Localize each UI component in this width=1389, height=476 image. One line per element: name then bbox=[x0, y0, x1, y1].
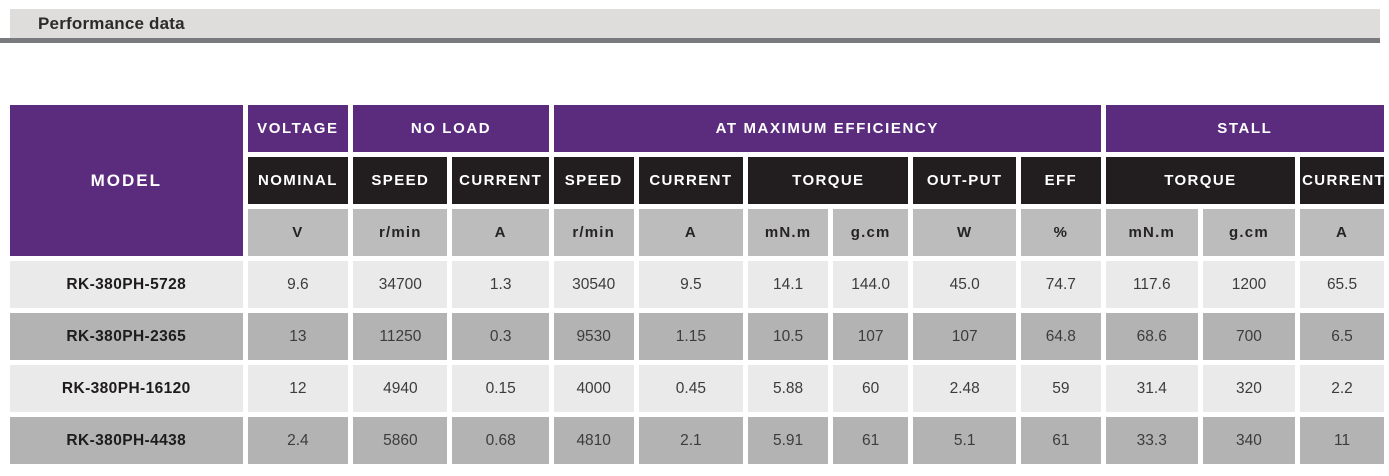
unit-mnm-maxeff: mN.m bbox=[748, 209, 828, 256]
subheader-maxeff-current: CURRENT bbox=[638, 157, 744, 204]
subheader-noload-current: CURRENT bbox=[452, 157, 549, 204]
table-row: RK-380PH-16120 12 4940 0.15 4000 0.45 5.… bbox=[10, 365, 1384, 412]
page-title: Performance data bbox=[38, 13, 185, 33]
data-cell: 2.2 bbox=[1300, 365, 1384, 412]
unit-gcm-stall: g.cm bbox=[1202, 209, 1296, 256]
data-cell: 5.1 bbox=[913, 417, 1017, 464]
data-cell: 60 bbox=[832, 365, 909, 412]
data-cell: 31.4 bbox=[1105, 365, 1198, 412]
data-cell: 5.91 bbox=[748, 417, 828, 464]
table-row: RK-380PH-5728 9.6 34700 1.3 30540 9.5 14… bbox=[10, 261, 1384, 308]
subheader-eff: EFF bbox=[1021, 157, 1101, 204]
unit-a-noload: A bbox=[452, 209, 549, 256]
data-cell: 5860 bbox=[353, 417, 448, 464]
data-cell: 30540 bbox=[553, 261, 634, 308]
title-underline bbox=[0, 38, 1380, 43]
data-cell: 2.48 bbox=[913, 365, 1017, 412]
data-cell: 1.3 bbox=[452, 261, 549, 308]
data-cell: 0.3 bbox=[452, 313, 549, 360]
subheader-nominal: NOMINAL bbox=[247, 157, 349, 204]
data-cell: 9530 bbox=[553, 313, 634, 360]
data-cell: 14.1 bbox=[748, 261, 828, 308]
data-cell: 61 bbox=[832, 417, 909, 464]
data-cell: 45.0 bbox=[913, 261, 1017, 308]
section-title-bar: Performance data bbox=[10, 9, 1380, 38]
section-header: Performance data bbox=[0, 0, 1389, 43]
data-cell: 33.3 bbox=[1105, 417, 1198, 464]
data-cell: 10.5 bbox=[748, 313, 828, 360]
data-cell: 74.7 bbox=[1021, 261, 1101, 308]
data-cell: 2.1 bbox=[638, 417, 744, 464]
data-cell: 1200 bbox=[1202, 261, 1296, 308]
subheader-stall-current: CURRENT bbox=[1300, 157, 1384, 204]
unit-mnm-stall: mN.m bbox=[1105, 209, 1198, 256]
unit-gcm-maxeff: g.cm bbox=[832, 209, 909, 256]
data-cell: 11250 bbox=[353, 313, 448, 360]
subheader-maxeff-speed: SPEED bbox=[553, 157, 634, 204]
data-cell: 340 bbox=[1202, 417, 1296, 464]
column-group-no-load: NO LOAD bbox=[353, 105, 549, 152]
data-cell: 107 bbox=[832, 313, 909, 360]
header-unit-row: V r/min A r/min A mN.m g.cm W % mN.m g.c… bbox=[10, 209, 1384, 256]
data-cell: 700 bbox=[1202, 313, 1296, 360]
subheader-maxeff-torque: TORQUE bbox=[748, 157, 909, 204]
data-cell: 61 bbox=[1021, 417, 1101, 464]
unit-percent: % bbox=[1021, 209, 1101, 256]
data-cell: 9.5 bbox=[638, 261, 744, 308]
data-cell: 107 bbox=[913, 313, 1017, 360]
data-cell: 144.0 bbox=[832, 261, 909, 308]
column-group-stall: STALL bbox=[1105, 105, 1384, 152]
data-cell: 12 bbox=[247, 365, 349, 412]
header-sub-row: NOMINAL SPEED CURRENT SPEED CURRENT TORQ… bbox=[10, 157, 1384, 204]
data-cell: 59 bbox=[1021, 365, 1101, 412]
data-cell: 1.15 bbox=[638, 313, 744, 360]
data-cell: 13 bbox=[247, 313, 349, 360]
table-row: RK-380PH-2365 13 11250 0.3 9530 1.15 10.… bbox=[10, 313, 1384, 360]
table-row: RK-380PH-4438 2.4 5860 0.68 4810 2.1 5.9… bbox=[10, 417, 1384, 464]
data-cell: 9.6 bbox=[247, 261, 349, 308]
data-cell: 117.6 bbox=[1105, 261, 1198, 308]
data-cell: 4940 bbox=[353, 365, 448, 412]
unit-a-stall: A bbox=[1300, 209, 1384, 256]
column-group-voltage: VOLTAGE bbox=[247, 105, 349, 152]
subheader-output: OUT-PUT bbox=[913, 157, 1017, 204]
data-cell: 2.4 bbox=[247, 417, 349, 464]
unit-rmin-maxeff: r/min bbox=[553, 209, 634, 256]
unit-rmin-noload: r/min bbox=[353, 209, 448, 256]
header-group-row: MODEL VOLTAGE NO LOAD AT MAXIMUM EFFICIE… bbox=[10, 105, 1384, 256]
data-cell: 64.8 bbox=[1021, 313, 1101, 360]
data-cell: 0.45 bbox=[638, 365, 744, 412]
data-cell: 0.15 bbox=[452, 365, 549, 412]
data-cell: 11 bbox=[1300, 417, 1384, 464]
model-name: RK-380PH-2365 bbox=[10, 313, 243, 360]
data-cell: 0.68 bbox=[452, 417, 549, 464]
data-cell: 6.5 bbox=[1300, 313, 1384, 360]
unit-a-maxeff: A bbox=[638, 209, 744, 256]
subheader-noload-speed: SPEED bbox=[353, 157, 448, 204]
column-group-at-maximum-efficiency: AT MAXIMUM EFFICIENCY bbox=[553, 105, 1101, 152]
model-name: RK-380PH-16120 bbox=[10, 365, 243, 412]
data-cell: 34700 bbox=[353, 261, 448, 308]
data-cell: 5.88 bbox=[748, 365, 828, 412]
data-cell: 68.6 bbox=[1105, 313, 1198, 360]
model-name: RK-380PH-4438 bbox=[10, 417, 243, 464]
data-cell: 65.5 bbox=[1300, 261, 1384, 308]
data-cell: 320 bbox=[1202, 365, 1296, 412]
performance-table: MODEL VOLTAGE NO LOAD AT MAXIMUM EFFICIE… bbox=[5, 100, 1389, 469]
unit-w: W bbox=[913, 209, 1017, 256]
data-cell: 4000 bbox=[553, 365, 634, 412]
model-name: RK-380PH-5728 bbox=[10, 261, 243, 308]
unit-v: V bbox=[247, 209, 349, 256]
column-header-model: MODEL bbox=[10, 105, 243, 256]
subheader-stall-torque: TORQUE bbox=[1105, 157, 1296, 204]
data-cell: 4810 bbox=[553, 417, 634, 464]
